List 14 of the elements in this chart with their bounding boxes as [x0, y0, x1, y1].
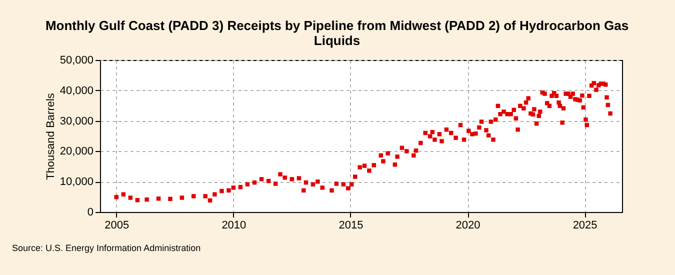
- y-tick-label: 30,000: [60, 115, 94, 128]
- x-tick-label: 2015: [338, 220, 364, 232]
- y-tick-label: 20,000: [60, 146, 94, 158]
- x-tick-label: 2025: [572, 220, 598, 232]
- x-tick-label: 2020: [456, 220, 480, 232]
- chart-title: Monthly Gulf Coast (PADD 3) Receipts by Pipeline from Midwest (PADD 2) of Hydrocarbon Gas Liquids: [45, 18, 629, 48]
- x-tick-label: 2010: [222, 220, 246, 232]
- x-tick-label: 2005: [104, 220, 130, 232]
- y-tick-label: 0: [87, 206, 94, 218]
- y-axis-title: Thousand Barrels: [44, 92, 57, 180]
- source-note: Source: U.S. Energy Information Administration: [12, 243, 201, 253]
- y-tick-label: 10,000: [60, 176, 94, 188]
- y-tick-label: 40,000: [60, 84, 94, 97]
- y-tick-label: 50,000: [60, 54, 94, 66]
